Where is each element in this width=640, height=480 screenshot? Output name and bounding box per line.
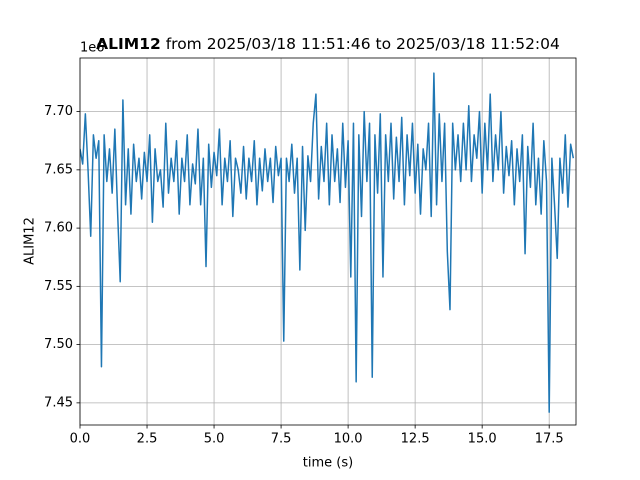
ticks: 0.0 2.5 5.0 7.5 10.0 12.5 15.0 17.5 7.45 7.50 7.55…: [44, 104, 564, 446]
title-name: ALIM12: [96, 35, 161, 53]
x-axis-label: time (s): [303, 456, 353, 471]
y-tick-label: 7.65: [44, 162, 73, 177]
x-tick-label: 12.5: [401, 432, 430, 447]
y-tick-label: 7.45: [44, 395, 73, 410]
y-tick-label: 7.50: [44, 337, 73, 352]
y-axis-label: ALIM12: [23, 217, 38, 265]
y-tick-label: 7.55: [44, 279, 73, 294]
x-tick-label: 7.5: [271, 432, 292, 447]
plot-area: [80, 72, 575, 413]
x-tick-label: 5.0: [204, 432, 225, 447]
x-tick-label: 15.0: [468, 432, 497, 447]
data-line: [80, 72, 575, 413]
x-tick-label: 17.5: [535, 432, 564, 447]
axes-frame: [79, 57, 577, 426]
chart-title: ALIM12 from 2025/03/18 11:51:46 to 2025/…: [96, 35, 560, 53]
x-tick-label: 2.5: [137, 432, 158, 447]
y-tick-label: 7.70: [44, 104, 73, 119]
x-tick-label: 0.0: [70, 432, 91, 447]
y-offset-label: 1e6: [80, 41, 105, 56]
title-rest: from 2025/03/18 11:51:46 to 2025/03/18 1…: [166, 35, 560, 53]
x-tick-label: 10.0: [334, 432, 363, 447]
y-tick-label: 7.60: [44, 221, 73, 236]
